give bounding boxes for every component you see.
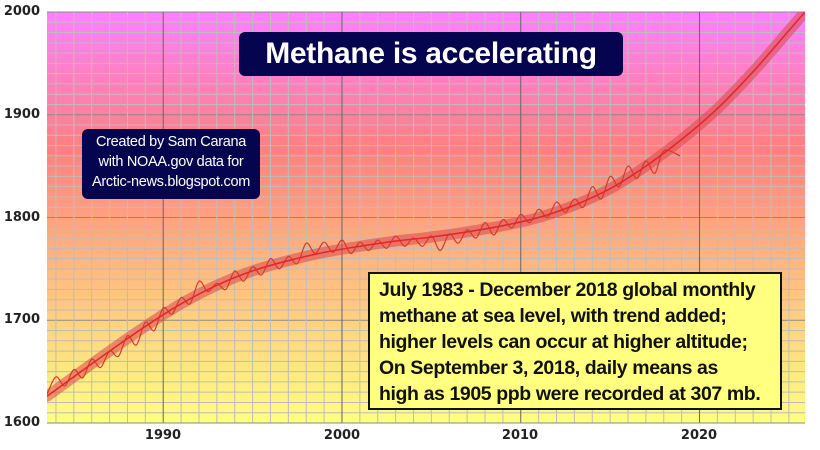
x-tick-2000: 2000: [323, 428, 361, 443]
x-tick-2020: 2020: [680, 428, 718, 443]
monthly-methane-line: [47, 149, 681, 395]
x-tick-2010: 2010: [501, 428, 539, 443]
credit-box: Created by Sam Carana with NOAA.gov data…: [82, 129, 260, 199]
y-tick-1800: 1800: [3, 210, 40, 225]
y-tick-1700: 1700: [3, 312, 40, 327]
note-line: methane at sea level, with trend added;: [379, 305, 727, 327]
note-line: July 1983 - December 2018 global monthly: [379, 279, 756, 301]
note-line: On September 3, 2018, daily means as: [379, 357, 718, 379]
chart-title: Methane is accelerating: [239, 32, 623, 76]
y-tick-1900: 1900: [3, 107, 40, 122]
y-tick-2000: 2000: [3, 4, 40, 19]
x-tick-1990: 1990: [144, 428, 182, 443]
credit-line: with NOAA.gov data for: [98, 154, 244, 170]
credit-line: Arctic-news.blogspot.com: [92, 174, 250, 190]
note-line: high as 1905 ppb were recorded at 307 mb…: [379, 383, 761, 405]
annotation-note: July 1983 - December 2018 global monthly…: [368, 272, 782, 410]
credit-line: Created by Sam Carana: [95, 134, 247, 150]
y-tick-1600: 1600: [3, 415, 40, 430]
note-line: higher levels can occur at higher altitu…: [379, 331, 748, 353]
trend-line: [47, 12, 805, 397]
